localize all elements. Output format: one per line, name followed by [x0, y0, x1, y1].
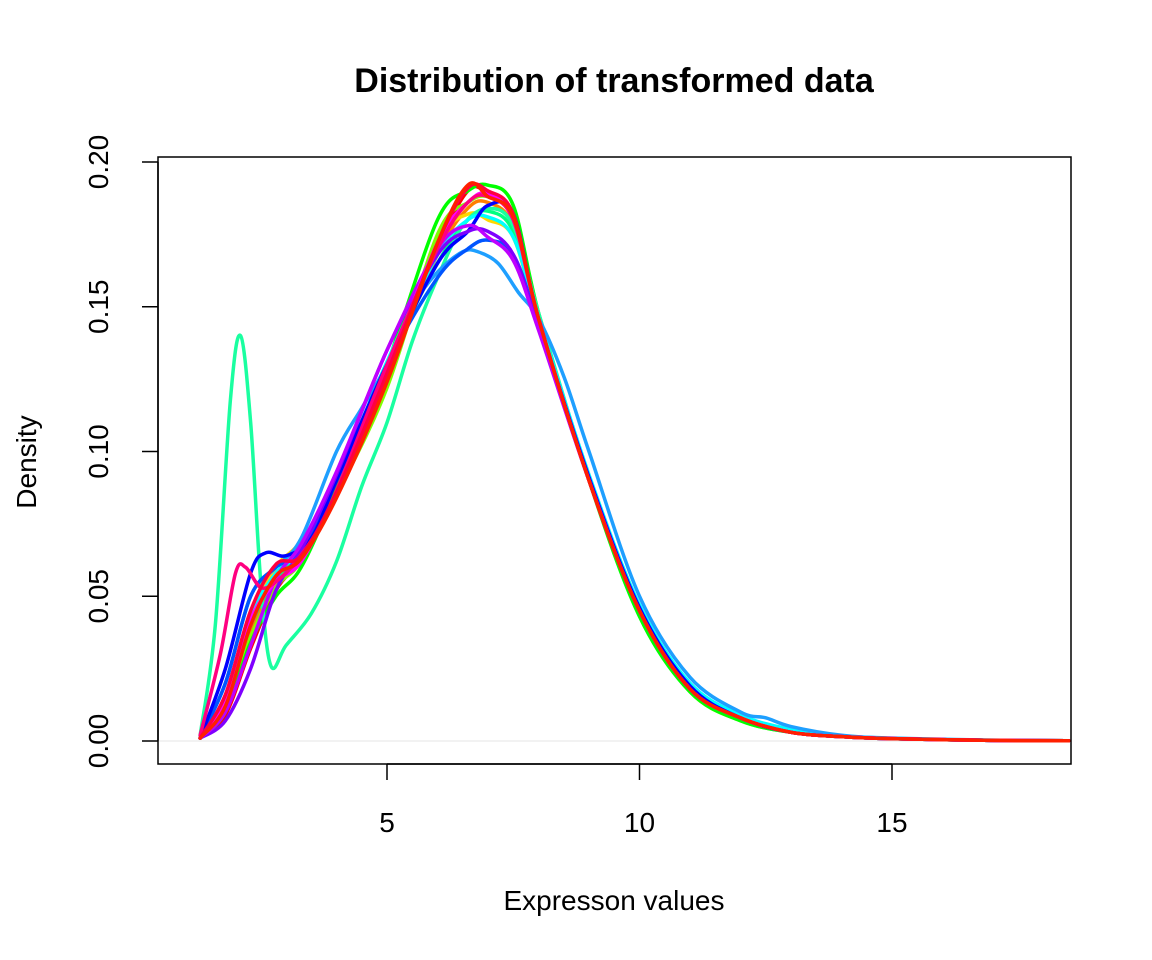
y-tick-label: 0.10	[83, 424, 114, 479]
density-series-line	[198, 223, 1071, 743]
density-series-line	[198, 248, 1071, 743]
density-series-line	[198, 206, 1071, 743]
x-axis: 5 10 15	[379, 763, 908, 838]
density-series-line	[198, 199, 1071, 743]
x-axis-label: Expresson values	[503, 885, 724, 916]
density-series-line	[198, 181, 1071, 743]
y-axis: 0.00 0.05 0.10 0.15 0.20	[83, 135, 159, 769]
y-axis-label: Density	[11, 415, 42, 508]
x-tick-label: 15	[876, 807, 907, 838]
x-tick-label: 10	[624, 807, 655, 838]
density-series-line	[198, 213, 1071, 743]
y-tick-label: 0.00	[83, 714, 114, 769]
y-tick-label: 0.05	[83, 569, 114, 624]
y-tick-label: 0.15	[83, 280, 114, 335]
chart-title: Distribution of transformed data	[354, 62, 875, 100]
plot-frame	[157, 156, 1072, 765]
density-series-line	[198, 199, 1071, 743]
y-tick-label: 0.20	[83, 135, 114, 190]
x-tick-label: 5	[379, 807, 395, 838]
density-series-line	[198, 208, 1071, 743]
density-series-group	[198, 181, 1071, 743]
density-series-line	[198, 211, 1071, 743]
